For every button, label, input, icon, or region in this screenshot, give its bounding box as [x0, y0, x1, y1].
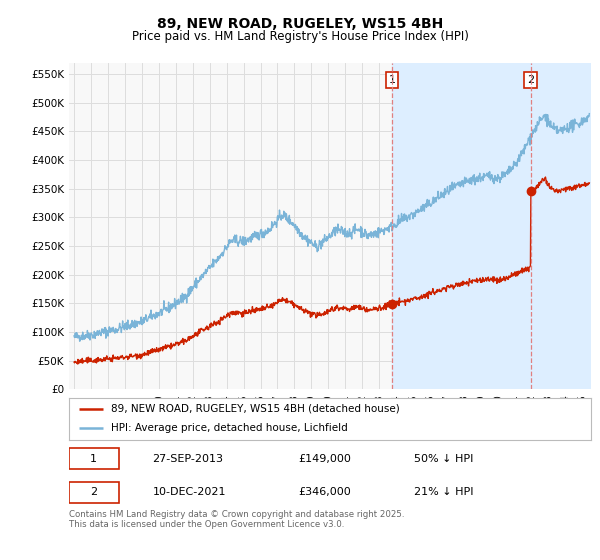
Bar — [392, 63, 591, 389]
Text: 2: 2 — [527, 75, 534, 85]
Text: £149,000: £149,000 — [299, 454, 352, 464]
FancyBboxPatch shape — [69, 482, 119, 503]
Text: 89, NEW ROAD, RUGELEY, WS15 4BH: 89, NEW ROAD, RUGELEY, WS15 4BH — [157, 16, 443, 30]
Text: 89, NEW ROAD, RUGELEY, WS15 4BH (detached house): 89, NEW ROAD, RUGELEY, WS15 4BH (detache… — [111, 404, 400, 414]
Text: Contains HM Land Registry data © Crown copyright and database right 2025.
This d: Contains HM Land Registry data © Crown c… — [69, 510, 404, 529]
Text: £346,000: £346,000 — [299, 487, 352, 497]
Text: 27-SEP-2013: 27-SEP-2013 — [152, 454, 224, 464]
Text: 1: 1 — [90, 454, 97, 464]
Text: HPI: Average price, detached house, Lichfield: HPI: Average price, detached house, Lich… — [111, 423, 347, 433]
Text: Price paid vs. HM Land Registry's House Price Index (HPI): Price paid vs. HM Land Registry's House … — [131, 30, 469, 43]
FancyBboxPatch shape — [69, 448, 119, 469]
Text: 50% ↓ HPI: 50% ↓ HPI — [413, 454, 473, 464]
Text: 10-DEC-2021: 10-DEC-2021 — [152, 487, 226, 497]
Text: 2: 2 — [90, 487, 97, 497]
Text: 1: 1 — [388, 75, 395, 85]
Text: 21% ↓ HPI: 21% ↓ HPI — [413, 487, 473, 497]
